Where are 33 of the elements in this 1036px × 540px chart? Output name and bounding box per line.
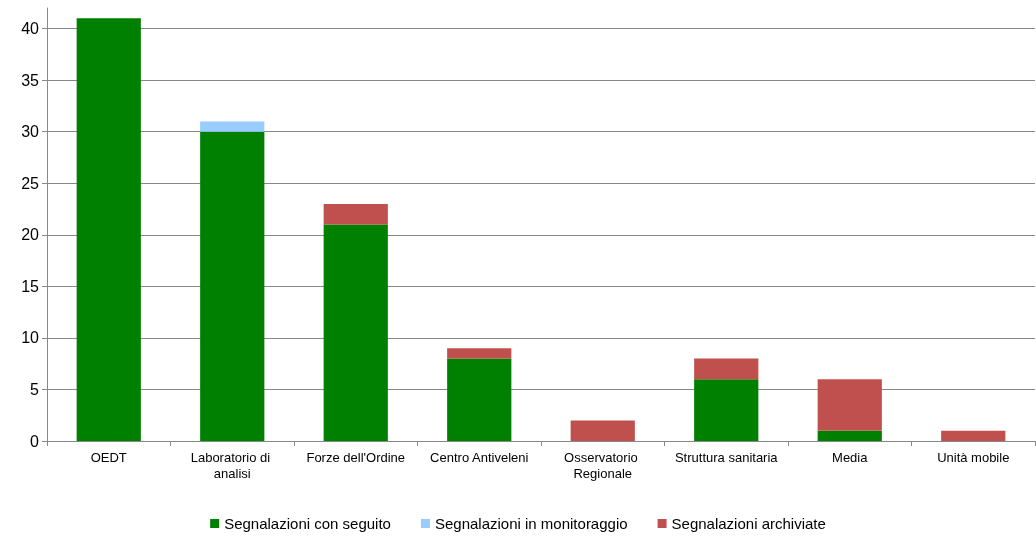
bar xyxy=(76,18,141,441)
x-tick-label: Centro Antiveleni xyxy=(430,449,529,465)
bar xyxy=(694,358,759,380)
bar xyxy=(817,430,882,441)
x-tick-label: Media xyxy=(832,449,869,465)
x-tick-label: Struttura sanitaria xyxy=(674,449,779,465)
bar xyxy=(447,348,512,359)
bar xyxy=(323,203,388,225)
x-tick-label: Laboratorio di analisi xyxy=(190,449,274,481)
y-tick-label: 15 xyxy=(21,277,40,295)
x-tick-label: Osservatorio Regionale xyxy=(564,449,642,481)
y-tick-label: 0 xyxy=(30,432,40,450)
legend-label: Segnalazioni archiviate xyxy=(671,515,826,532)
bar xyxy=(323,224,388,441)
x-tick-label: Forze dell'Ordine xyxy=(306,449,406,465)
x-tick-label: Unità mobile xyxy=(937,449,1010,465)
y-tick-label: 10 xyxy=(21,329,40,347)
bar xyxy=(200,121,265,132)
y-tick-label: 20 xyxy=(21,226,40,244)
y-tick-label: 40 xyxy=(21,20,40,38)
y-tick-label: 35 xyxy=(21,71,40,89)
legend-label: Segnalazioni in monitoraggio xyxy=(434,515,628,532)
bar xyxy=(694,379,759,441)
bar xyxy=(200,131,265,441)
y-tick-label: 5 xyxy=(30,380,40,398)
bar xyxy=(447,358,512,441)
bar xyxy=(570,420,635,441)
y-tick-label: 25 xyxy=(21,174,40,192)
bar xyxy=(941,430,1006,441)
x-tick-label: OEDT xyxy=(90,449,127,465)
y-tick-label: 30 xyxy=(21,123,40,141)
legend-label: Segnalazioni con seguito xyxy=(224,515,391,532)
bar xyxy=(817,379,882,431)
